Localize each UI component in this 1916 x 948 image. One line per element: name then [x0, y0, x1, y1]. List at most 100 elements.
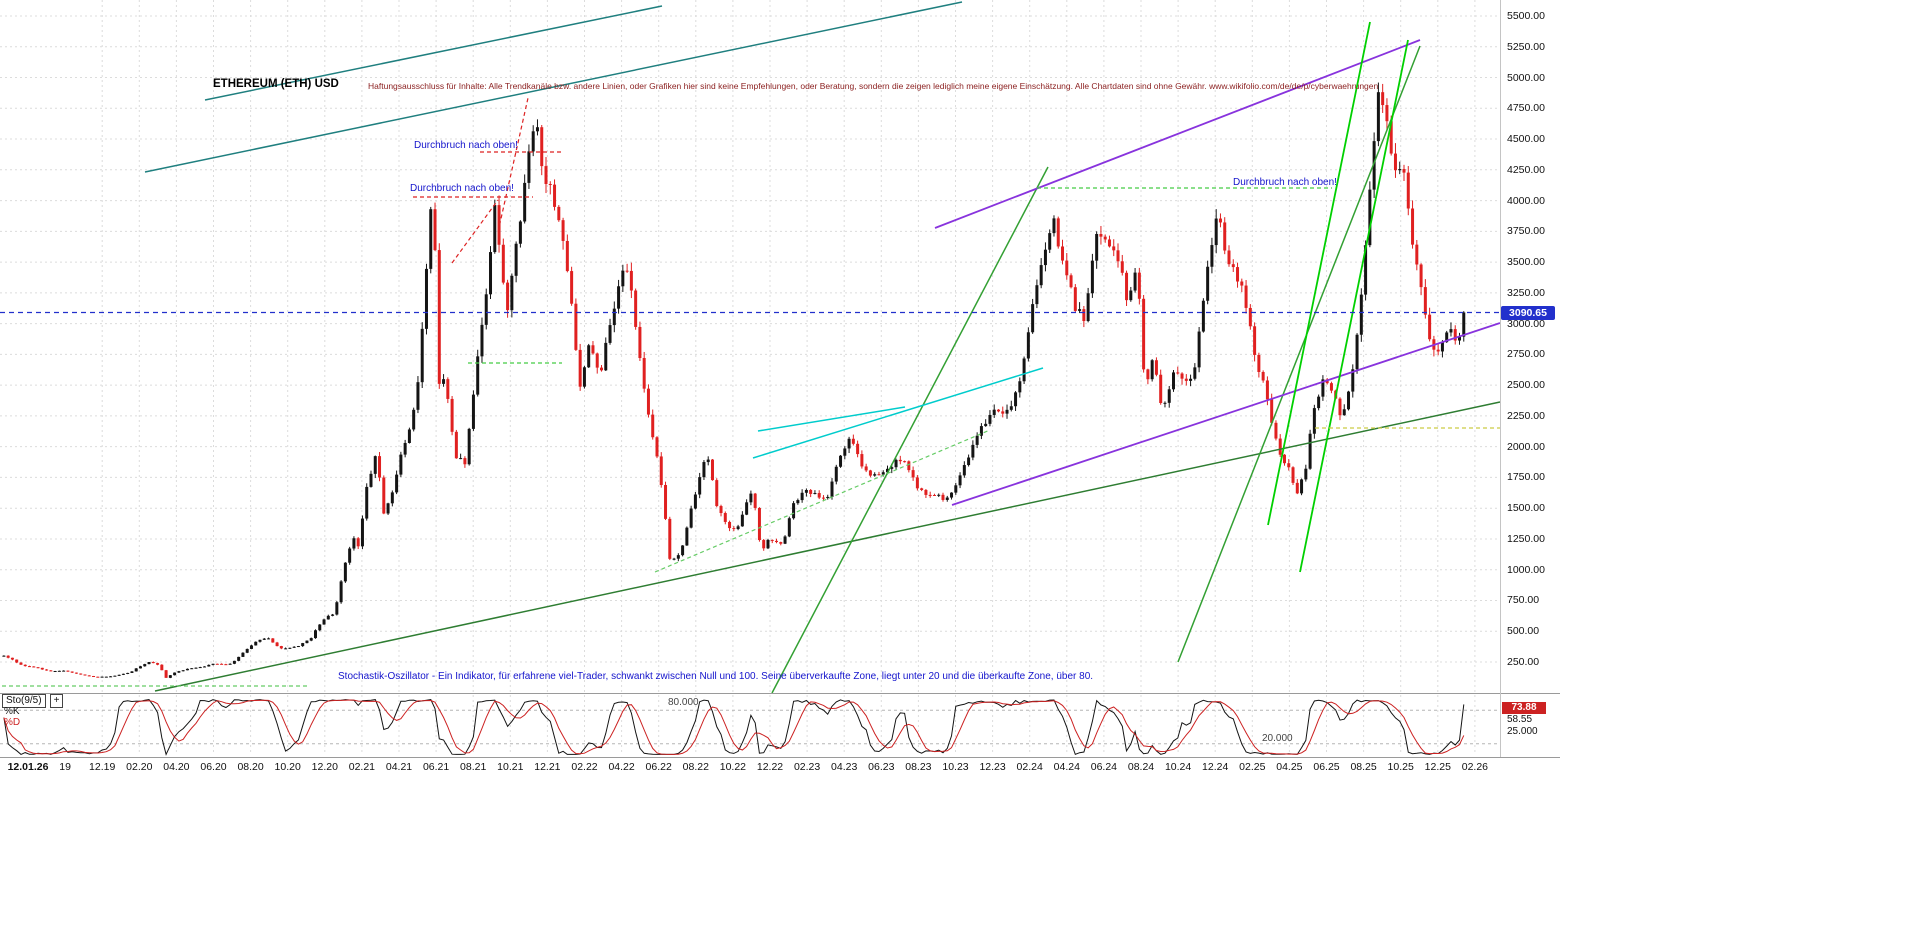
- x-axis-label: 02.25: [1239, 761, 1266, 773]
- y-axis-label: 5000.00: [1507, 71, 1545, 84]
- x-axis-label: 12.23: [979, 761, 1006, 773]
- x-axis-label: 12.20: [311, 761, 338, 773]
- y-axis-label: 3500.00: [1507, 256, 1545, 269]
- x-axis-label: 10.22: [719, 761, 747, 773]
- trend-line-violet-channel-upper: [934, 39, 1421, 229]
- x-axis-label: 12.25: [1424, 761, 1451, 773]
- upper-level-label: 80.000: [668, 697, 699, 708]
- grid: [0, 0, 1500, 755]
- disclaimer-text: Haftungsausschluss für Inhalte: Alle Tre…: [368, 81, 1379, 91]
- x-axis-label: 10.24: [1164, 761, 1192, 773]
- trend-line-violet-channel-lower: [951, 322, 1501, 506]
- x-axis-label: 12.22: [756, 761, 784, 773]
- trend-line-cyan-trend-upper: [757, 406, 906, 432]
- x-axis-label: 08.20: [237, 761, 264, 773]
- y-axis-label: 2000.00: [1507, 440, 1545, 453]
- trend-line-uptrend-green-2025: [1177, 45, 1421, 663]
- x-axis-label: 06.25: [1313, 761, 1340, 773]
- stochastic-d-label: %D: [4, 717, 21, 728]
- y-axis-label: 4750.00: [1507, 102, 1545, 115]
- x-axis-label: 12.24: [1202, 761, 1229, 773]
- y-axis-label: 750.00: [1507, 594, 1540, 607]
- trend-line-long-term-support-green: [154, 401, 1501, 692]
- x-axis-label: 06.21: [422, 761, 450, 773]
- y-axis-label: 500.00: [1507, 625, 1540, 638]
- y-axis-label: 2750.00: [1507, 348, 1545, 361]
- annotation-breakout-1: Durchbruch nach oben!: [414, 140, 518, 151]
- x-axis-label: 06.22: [645, 761, 672, 773]
- x-axis-label: 19: [59, 761, 71, 773]
- trend-line-breakout-red-diag-1: [497, 97, 529, 233]
- y-axis-label: 2500.00: [1507, 379, 1545, 392]
- stochastic-legend[interactable]: Sto(9/5): [2, 694, 46, 708]
- x-axis-label: 02.23: [793, 761, 821, 773]
- y-axis-label: 1750.00: [1507, 471, 1545, 484]
- y-axis-label: 2250.00: [1507, 409, 1545, 422]
- x-axis-label: 04.20: [163, 761, 190, 773]
- y-axis-label: 1500.00: [1507, 502, 1545, 515]
- x-axis-label: 06.24: [1090, 761, 1118, 773]
- x-axis-label: 04.21: [385, 761, 413, 773]
- x-axis-label: 08.21: [460, 761, 487, 773]
- trend-line-channel-teal-lower: [204, 5, 663, 101]
- x-axis-label: 12.01.26: [7, 761, 49, 773]
- x-axis-label: 10.21: [497, 761, 524, 773]
- chart-title: ETHEREUM (ETH) USD: [213, 78, 339, 90]
- y-axis-label: 250.00: [1507, 656, 1540, 668]
- stochastic-d-value: 58.55: [1507, 714, 1533, 725]
- stochastic-k-badge: 73.88: [1502, 702, 1546, 714]
- trend-line-channel-teal-upper: [144, 1, 963, 173]
- x-axis-label: 02.21: [348, 761, 376, 773]
- candlesticks: [2, 82, 1466, 679]
- x-axis-label: 10.23: [942, 761, 969, 773]
- y-axis-label: 3250.00: [1507, 286, 1545, 299]
- x-axis-label: 08.24: [1127, 761, 1155, 773]
- y-axis-label: 1250.00: [1507, 532, 1545, 545]
- x-axis-label: 04.22: [608, 761, 635, 773]
- x-axis-label: 12.21: [534, 761, 561, 773]
- x-axis-label: 10.20: [274, 761, 301, 773]
- y-axis-label: 5500.00: [1507, 10, 1545, 22]
- x-axis-label: 08.23: [905, 761, 932, 773]
- x-axis-label: 02.20: [126, 761, 153, 773]
- x-axis-label: 04.24: [1053, 761, 1080, 773]
- y-axis-label: 4000.00: [1507, 194, 1545, 207]
- trend-line-green-dashed-diag-2022: [654, 429, 991, 573]
- stochastic-lower-value: 25.000: [1507, 726, 1538, 737]
- x-axis-label: 06.23: [868, 761, 895, 773]
- annotation-breakout-3: Durchbruch nach oben!: [1233, 177, 1337, 188]
- current-price-badge: 3090.65: [1501, 306, 1555, 320]
- trend-line-breakout-red-diag-2: [451, 199, 499, 264]
- x-axis-label: 02.24: [1016, 761, 1043, 773]
- trend-line-steep-green-bright-2: [1299, 39, 1409, 573]
- x-axis-label: 06.20: [200, 761, 227, 773]
- x-axis-label: 08.22: [682, 761, 709, 773]
- y-axis-label: 4250.00: [1507, 163, 1545, 176]
- trend-line-cyan-trend-lower: [752, 367, 1044, 459]
- lower-level-label: 20.000: [1262, 733, 1293, 744]
- stochastic-k-line: [3, 699, 1465, 756]
- x-axis-label: 08.25: [1350, 761, 1377, 773]
- y-axis-label: 3000.00: [1507, 317, 1545, 330]
- stochastic-oscillator: [3, 699, 1465, 756]
- y-axis-label: 1000.00: [1507, 563, 1545, 576]
- y-axis-label: 3750.00: [1507, 225, 1545, 238]
- expand-indicator-button[interactable]: +: [50, 694, 63, 708]
- x-axis-label: 02.22: [571, 761, 598, 773]
- y-axis-label: 5250.00: [1507, 40, 1545, 53]
- stochastic-description: Stochastik-Oszillator - Ein Indikator, f…: [338, 671, 1094, 682]
- y-axis-label: 4500.00: [1507, 133, 1545, 146]
- x-axis-label: 02.26: [1461, 761, 1489, 773]
- x-axis-label: 04.25: [1276, 761, 1303, 773]
- x-axis-label: 10.25: [1387, 761, 1414, 773]
- stochastic-d-line: [3, 699, 1465, 755]
- trend-lines: [0, 1, 1501, 694]
- x-axis-label: 12.19: [89, 761, 116, 773]
- trend-line-uptrend-green-2023: [771, 166, 1049, 694]
- annotation-breakout-2: Durchbruch nach oben!: [410, 183, 514, 194]
- stochastic-k-label: %K: [4, 706, 20, 717]
- axes: [0, 0, 1560, 758]
- x-axis-label: 04.23: [831, 761, 858, 773]
